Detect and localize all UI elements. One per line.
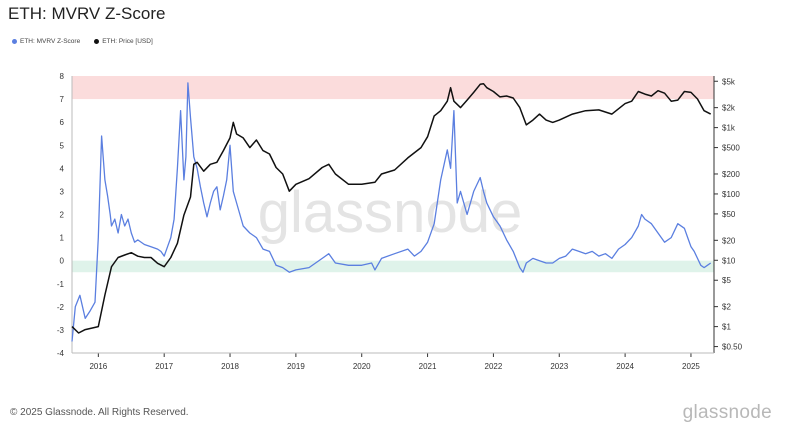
right-tick-label: $0.50 [722, 343, 743, 352]
left-tick-label: 6 [60, 118, 65, 127]
left-tick-label: -1 [57, 280, 65, 289]
right-tick-label: $50 [722, 210, 736, 219]
legend-item-mvrv[interactable]: ETH: MVRV Z-Score [12, 38, 80, 45]
band-overvalued [72, 76, 714, 100]
left-tick-label: 8 [60, 72, 65, 81]
copyright-footer: © 2025 Glassnode. All Rights Reserved. [10, 407, 189, 418]
right-tick-label: $20 [722, 236, 736, 245]
x-tick-label: 2021 [419, 362, 437, 371]
left-tick-label: 0 [60, 257, 65, 266]
left-tick-label: 5 [60, 141, 65, 150]
right-tick-label: $200 [722, 170, 740, 179]
legend-label-price: ETH: Price [USD] [102, 38, 153, 45]
glassnode-logo[interactable]: glassnode [682, 402, 772, 423]
right-tick-label: $1k [722, 124, 736, 133]
left-tick-label: -4 [57, 349, 65, 358]
x-tick-label: 2024 [616, 362, 634, 371]
right-tick-label: $2k [722, 104, 736, 113]
x-tick-label: 2017 [155, 362, 173, 371]
left-tick-label: 2 [60, 211, 65, 220]
x-tick-label: 2025 [682, 362, 700, 371]
right-tick-label: $5k [722, 77, 736, 86]
right-tick-label: $10 [722, 256, 736, 265]
chart-title: ETH: MVRV Z-Score [8, 4, 166, 23]
right-tick-label: $5 [722, 276, 731, 285]
chart-canvas: glassnode 8 7 6 5 4 3 2 1 0 -1 -2 -3 -4 $5k $2k $1k $500… [57, 72, 743, 371]
chart-legend: ETH: MVRV Z-Score ETH: Price [USD] [12, 38, 153, 45]
legend-item-price[interactable]: ETH: Price [USD] [94, 38, 153, 45]
watermark: glassnode [258, 180, 522, 245]
x-tick-label: 2023 [550, 362, 568, 371]
left-tick-label: 7 [60, 95, 65, 104]
left-tick-label: -2 [57, 303, 65, 312]
legend-label-mvrv: ETH: MVRV Z-Score [20, 38, 81, 45]
right-tick-label: $2 [722, 303, 731, 312]
left-tick-label: 4 [60, 164, 65, 173]
x-tick-label: 2019 [287, 362, 305, 371]
right-tick-label: $500 [722, 144, 740, 153]
right-tick-label: $100 [722, 190, 740, 199]
left-tick-label: 1 [60, 234, 65, 243]
left-tick-label: 3 [60, 187, 65, 196]
x-tick-label: 2018 [221, 362, 239, 371]
left-tick-label: -3 [57, 326, 65, 335]
legend-swatch-mvrv [12, 39, 17, 44]
series-line-mvrv [71, 82, 712, 342]
x-tick-label: 2020 [353, 362, 371, 371]
band-undervalued [72, 260, 714, 273]
right-tick-label: $1 [722, 323, 731, 332]
series-line-price [71, 82, 712, 334]
x-tick-label: 2016 [89, 362, 107, 371]
x-tick-label: 2022 [485, 362, 503, 371]
legend-swatch-price [94, 39, 100, 44]
